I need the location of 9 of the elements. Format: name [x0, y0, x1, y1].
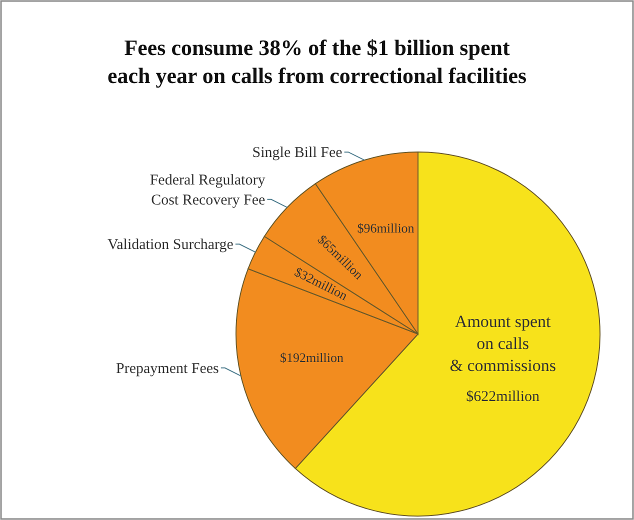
slice-label: Validation Surcharge — [107, 237, 234, 254]
chart-title: Fees consume 38% of the $1 billion spent each year on calls from correctional facilities — [107, 35, 527, 88]
slice-label: Amount spent on calls & commissions — [450, 312, 556, 375]
slice-label: Single Bill Fee — [252, 145, 343, 162]
slice-label: Prepayment Fees — [116, 360, 220, 377]
data-label: $96million — [357, 220, 415, 236]
slice-label: Federal Regulatory Cost Recovery Fee — [150, 172, 266, 208]
data-label: $622million — [466, 388, 540, 405]
data-label: $192million — [280, 350, 344, 366]
